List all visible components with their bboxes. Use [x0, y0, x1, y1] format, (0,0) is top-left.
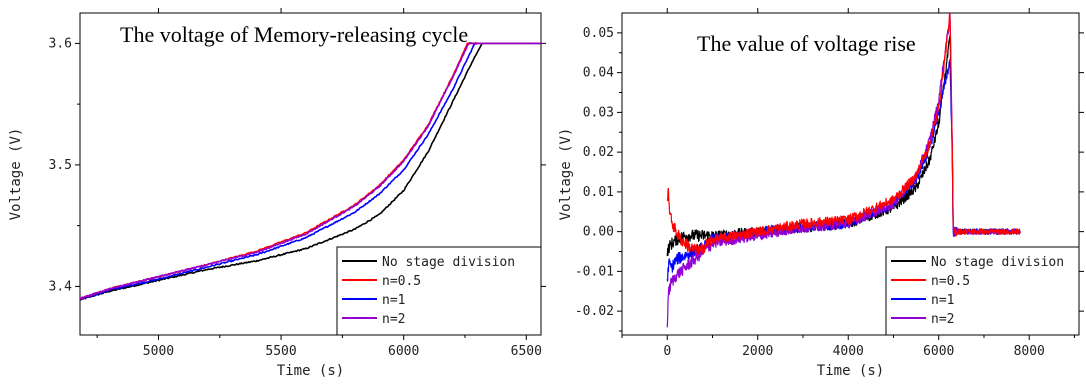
y-tick-label: 0.03: [583, 105, 614, 120]
y-tick-label: -0.02: [575, 304, 614, 319]
series-group: [666, 13, 1021, 328]
chart-panel-2: 0 2000 4000 6000 8000 -0.02 -0.01 0.00 0.01 0.02 0…: [558, 8, 1084, 379]
x-tick-label: 6000: [923, 344, 954, 359]
legend-label: No stage division: [931, 255, 1064, 270]
y-tick-label: 0.04: [583, 66, 614, 81]
series-line-n-2: [80, 42, 541, 299]
legend-label: n=2: [931, 312, 954, 327]
y-tick-label: 0.05: [583, 26, 614, 41]
x-tick-label: 5500: [265, 344, 296, 359]
series-line-no-stage-division: [80, 42, 541, 301]
y-tick-label: 3.4: [49, 279, 73, 294]
y-tick-label: -0.01: [575, 264, 614, 279]
y-tick-label: 0.00: [583, 225, 614, 240]
plot-frame: [621, 12, 1080, 336]
y-tick-label: 0.01: [583, 185, 614, 200]
chart-panel-1: 5000 5500 6000 6500 3.4 3.5 3.6 Time (s) Voltage…: [8, 8, 546, 379]
legend: No stage division n=0.5 n=1 n=2: [885, 246, 1080, 336]
y-tick-label: 0.02: [583, 145, 614, 160]
x-tick-label: 6500: [511, 344, 542, 359]
legend: No stage division n=0.5 n=1 n=2: [336, 246, 542, 336]
legend-label: n=0.5: [931, 274, 970, 289]
x-tick-label: 6000: [388, 344, 419, 359]
legend-label: n=0.5: [382, 274, 421, 289]
y-axis-label: Voltage (V): [558, 128, 574, 221]
series-group: [80, 41, 541, 301]
x-axis-label: Time (s): [277, 363, 344, 379]
plot-frame: [79, 12, 542, 336]
legend-label: n=1: [931, 293, 954, 308]
y-tick-label: 3.5: [49, 158, 72, 173]
x-tick-label: 0: [663, 344, 671, 359]
x-axis-label: Time (s): [817, 363, 884, 379]
legend-label: n=1: [382, 293, 405, 308]
x-tick-label: 2000: [742, 344, 773, 359]
chart-title: The voltage of Memory-releasing cycle: [120, 22, 468, 47]
y-tick-label: 3.6: [49, 36, 72, 51]
series-line-n-0-5: [666, 13, 1021, 257]
x-tick-label: 4000: [833, 344, 864, 359]
chart-title: The value of voltage rise: [697, 31, 916, 56]
legend-label: n=2: [382, 312, 405, 327]
y-axis-label: Voltage (V): [8, 128, 24, 221]
x-tick-label: 5000: [143, 344, 174, 359]
series-line-n-1: [80, 42, 541, 301]
x-tick-label: 8000: [1014, 344, 1045, 359]
legend-label: No stage division: [382, 255, 515, 270]
